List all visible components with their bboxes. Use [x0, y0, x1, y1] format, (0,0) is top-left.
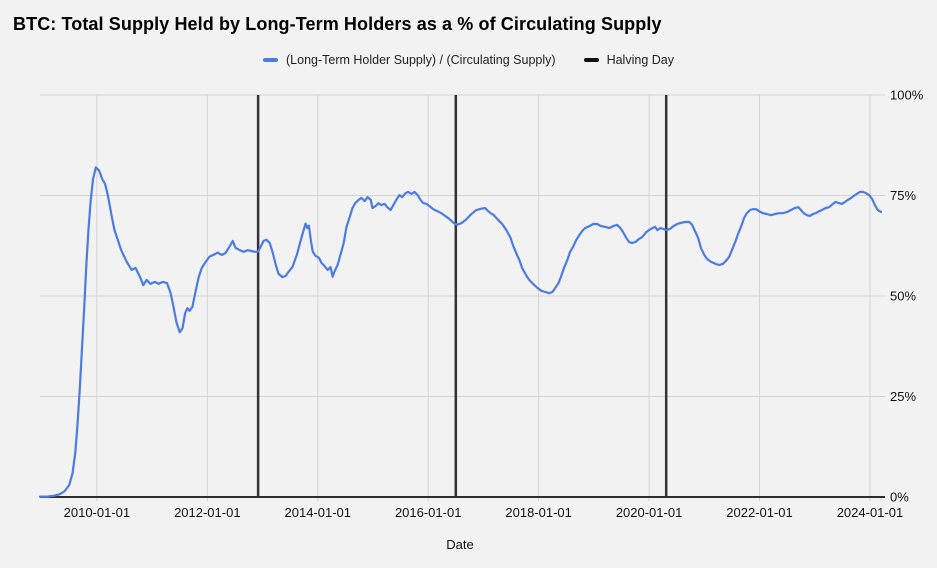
series-line-swatch — [263, 58, 279, 62]
series-line — [38, 166, 883, 498]
y-tick-label: 50% — [890, 289, 916, 304]
x-axis-label: Date — [446, 537, 473, 552]
legend-item-halving: Halving Day — [583, 53, 674, 67]
gridlines — [40, 94, 885, 501]
legend-halving-label: Halving Day — [606, 53, 674, 67]
x-tick-label: 2012-01-01 — [174, 505, 241, 520]
legend-series-label: (Long-Term Holder Supply) / (Circulating… — [286, 53, 556, 67]
y-tick-label: 25% — [890, 389, 916, 404]
legend-item-series: (Long-Term Holder Supply) / (Circulating… — [263, 53, 556, 67]
x-tick-label: 2018-01-01 — [505, 505, 572, 520]
x-tick-label: 2024-01-01 — [837, 505, 904, 520]
chart-title: BTC: Total Supply Held by Long-Term Hold… — [13, 14, 662, 34]
x-tick-label: 2010-01-01 — [64, 505, 131, 520]
y-tick-label: 75% — [890, 188, 916, 203]
y-tick-label: 100% — [890, 88, 924, 103]
legend: (Long-Term Holder Supply) / (Circulating… — [0, 53, 937, 67]
halving-lines — [256, 95, 668, 497]
x-tick-label: 2016-01-01 — [395, 505, 462, 520]
x-tick-label: 2014-01-01 — [285, 505, 352, 520]
halving-day-swatch — [583, 58, 599, 62]
y-tick-label: 0% — [890, 490, 909, 505]
x-tick-label: 2022-01-01 — [726, 505, 793, 520]
series-polyline — [38, 166, 883, 498]
tick-labels: 0% 25% 50% 75% 100% 2010-01-01 2012-01-01 2014-… — [64, 88, 924, 521]
x-tick-label: 2020-01-01 — [616, 505, 683, 520]
